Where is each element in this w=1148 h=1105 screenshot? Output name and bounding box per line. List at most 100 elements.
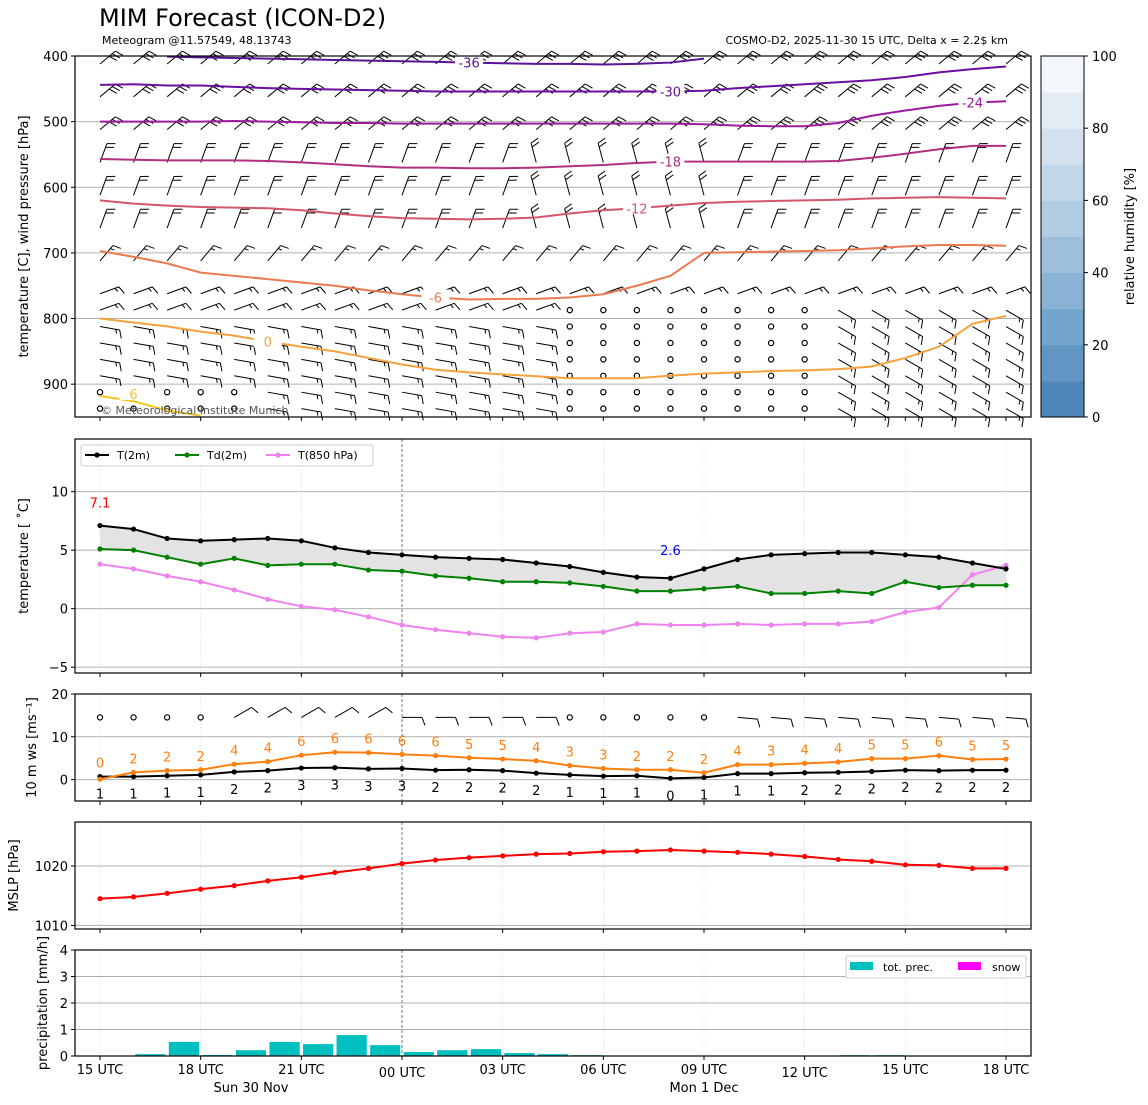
wind-barb xyxy=(300,208,317,229)
barb-flag xyxy=(722,286,729,294)
wind-barb xyxy=(435,391,458,405)
barb-flag xyxy=(920,116,929,122)
data-point xyxy=(432,857,439,863)
wind-barb xyxy=(905,286,931,295)
wind-barb xyxy=(334,143,351,163)
barb-flag xyxy=(530,203,539,210)
barb-staff xyxy=(301,391,322,397)
data-point xyxy=(802,760,808,766)
barb-staff xyxy=(1005,50,1022,65)
y-tick-label: 0 xyxy=(60,603,68,618)
barb-staff xyxy=(804,716,825,720)
barb-staff xyxy=(871,116,888,131)
barb-staff xyxy=(770,176,779,196)
data-point xyxy=(969,582,976,588)
barb-staff xyxy=(972,326,991,337)
barb-half-flag xyxy=(951,350,954,356)
barb-flag xyxy=(783,118,792,124)
data-point xyxy=(802,621,808,627)
barb-staff xyxy=(905,716,926,720)
data-point xyxy=(600,773,606,779)
wind-barb xyxy=(435,358,458,372)
barb-half-flag xyxy=(483,287,488,292)
temperature-contour xyxy=(100,100,1007,128)
barb-flag xyxy=(112,86,120,92)
barb-staff xyxy=(837,83,854,98)
barb-half-flag xyxy=(350,394,352,400)
panel-border xyxy=(74,821,1032,930)
wind-barb xyxy=(301,375,324,388)
barb-staff xyxy=(938,391,957,403)
barb-flag xyxy=(239,179,249,181)
gust-label: 2 xyxy=(129,752,137,767)
colorbar-segment xyxy=(1041,56,1084,93)
barb-flag xyxy=(373,179,383,181)
series-line-T(850 hPa) xyxy=(99,563,1007,639)
barb-flag xyxy=(320,346,324,355)
wind-barb xyxy=(737,286,763,295)
barb-flag xyxy=(243,88,252,94)
barb-flag xyxy=(877,179,886,181)
barb-flag xyxy=(555,329,558,339)
data-point xyxy=(1003,767,1009,773)
barb-flag xyxy=(744,143,753,145)
barb-flag xyxy=(618,116,627,122)
barb-staff xyxy=(133,50,150,65)
barb-flag xyxy=(1021,83,1030,89)
wind-barb xyxy=(972,342,991,362)
barb-flag xyxy=(743,146,752,148)
barb-half-flag xyxy=(215,287,219,292)
barb-flag xyxy=(666,141,674,148)
barb-staff xyxy=(597,143,604,163)
wind-barb xyxy=(904,208,921,229)
barb-flag xyxy=(286,411,290,421)
data-point xyxy=(734,771,741,777)
wind-barb xyxy=(502,716,527,726)
barb-staff xyxy=(267,83,284,98)
barb-half-flag xyxy=(210,248,216,251)
barb-staff xyxy=(234,286,254,295)
wind-barb xyxy=(1005,83,1030,98)
precip-bar xyxy=(470,1049,501,1056)
date-label: Mon 1 Dec xyxy=(669,1081,738,1096)
barb-flag xyxy=(106,208,116,210)
data-point xyxy=(869,590,875,597)
barb-flag xyxy=(249,50,258,56)
barb-flag xyxy=(408,143,418,145)
wind-barb xyxy=(267,326,290,339)
calm-wind-circle xyxy=(767,405,775,412)
barb-staff xyxy=(771,716,792,720)
barb-staff xyxy=(200,245,214,262)
wind-barb xyxy=(1005,245,1028,262)
calm-wind-circle xyxy=(767,372,775,379)
wind-barb xyxy=(905,716,929,728)
contour-label-bg xyxy=(958,94,987,109)
barb-staff xyxy=(301,408,322,413)
barb-flag xyxy=(651,116,660,122)
barb-flag xyxy=(341,208,351,210)
wind-barb xyxy=(435,175,451,196)
barb-staff xyxy=(368,342,389,347)
barb-half-flag xyxy=(282,287,286,292)
barb-staff xyxy=(368,326,389,331)
wind-barb xyxy=(1005,716,1029,728)
barb-staff xyxy=(200,342,221,347)
barb-flag xyxy=(666,174,674,181)
data-point xyxy=(198,886,204,892)
data-point xyxy=(869,768,875,775)
barb-staff xyxy=(233,83,250,98)
calm-wind-circle xyxy=(96,714,104,721)
calm-wind-circle xyxy=(566,356,573,363)
wind-barb xyxy=(502,326,525,339)
barb-staff xyxy=(905,342,923,354)
barb-staff xyxy=(469,408,489,413)
max-temp-label: 7.1 xyxy=(90,497,111,512)
barb-flag xyxy=(564,203,572,210)
barb-flag xyxy=(1025,719,1029,728)
data-point xyxy=(265,535,271,542)
gust-label: 6 xyxy=(331,732,339,747)
calm-wind-circle xyxy=(700,323,708,330)
barb-staff xyxy=(233,706,252,718)
wind-barb xyxy=(1005,342,1024,362)
wind-barb xyxy=(536,302,561,311)
